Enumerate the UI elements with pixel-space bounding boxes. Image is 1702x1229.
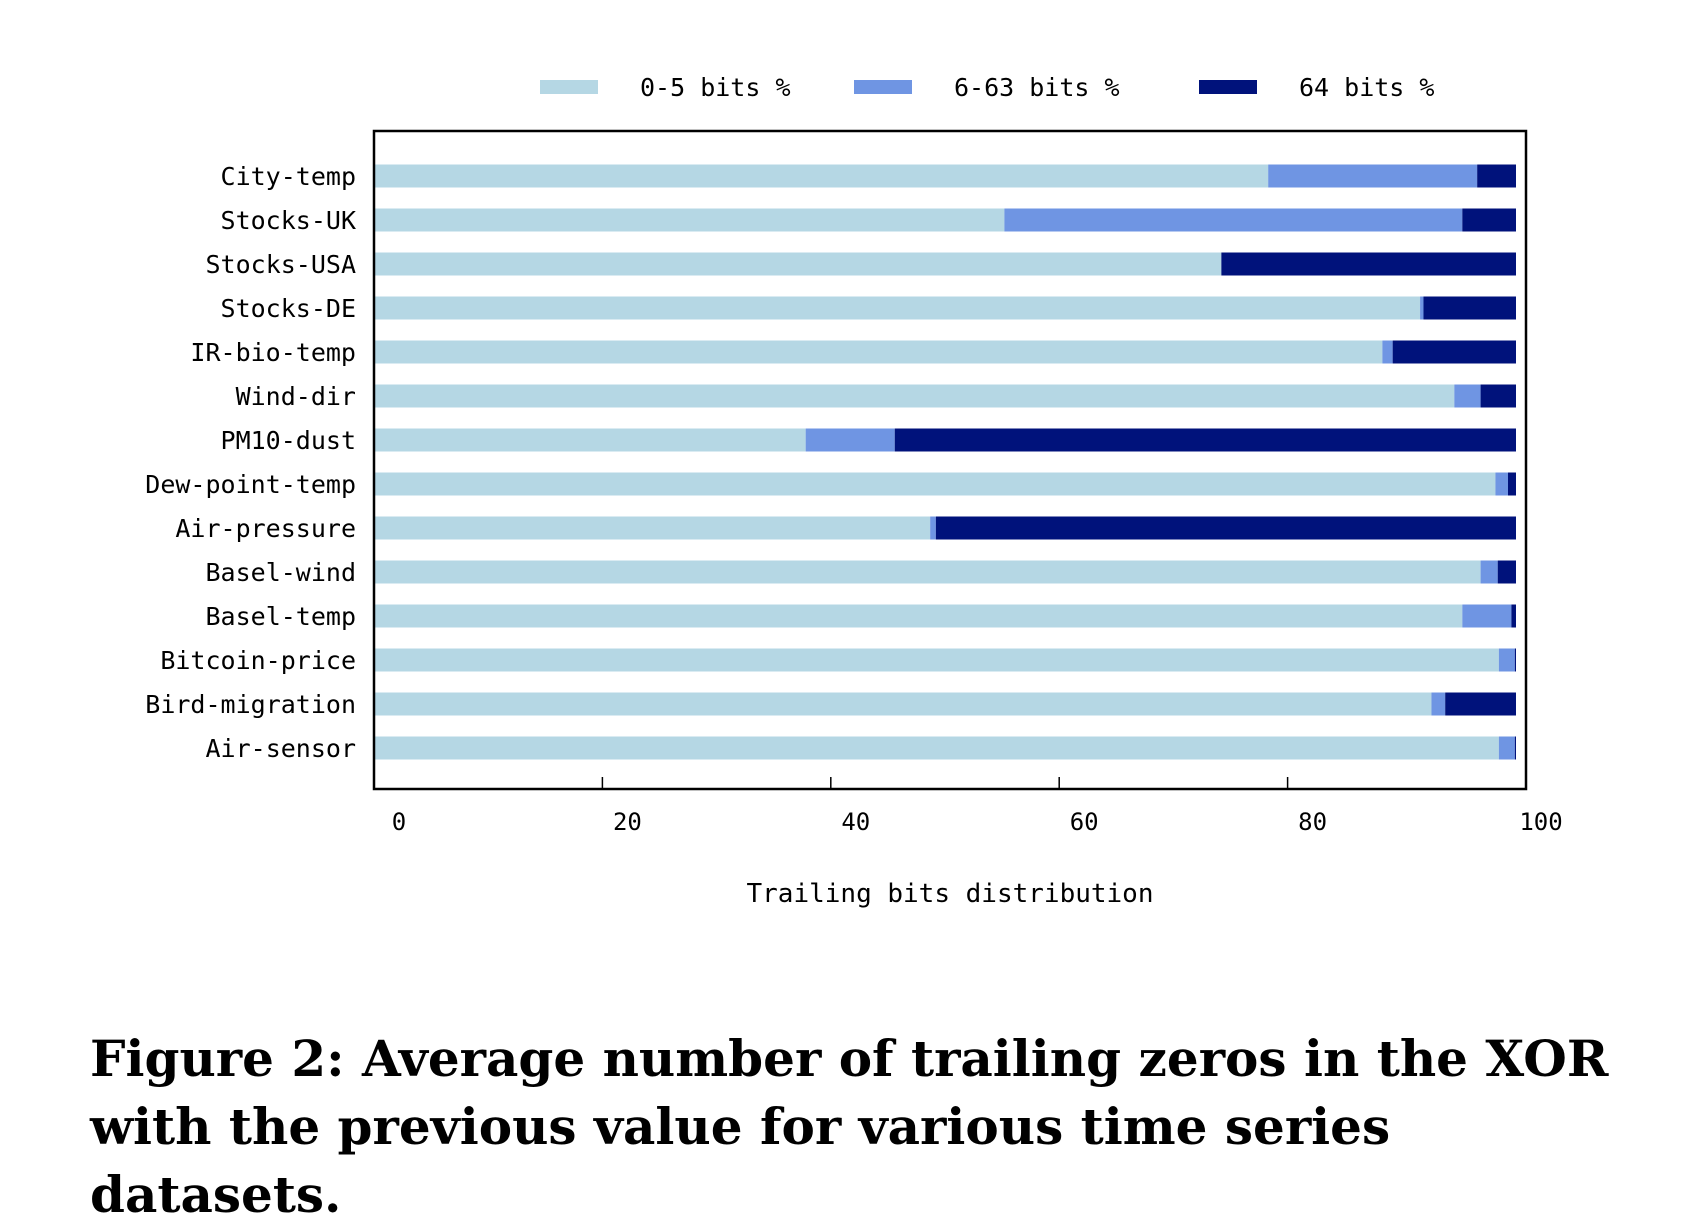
stacked-bar-chart: 0-5 bits % 6-63 bits % 64 bits % City-temp… xyxy=(145,73,1563,909)
bar-segment-2 xyxy=(1431,692,1446,716)
y-tick-label: Air-sensor xyxy=(205,734,356,763)
bar-segment-2 xyxy=(1480,560,1498,584)
y-tick-label: Bitcoin-price xyxy=(160,646,356,675)
bar-segment-2 xyxy=(1382,340,1393,364)
bar-segment-1 xyxy=(374,472,1496,496)
x-axis: 0 20 40 60 80 100 xyxy=(392,777,1563,836)
bar-segment-2 xyxy=(930,516,936,540)
bar-segment-3 xyxy=(1497,560,1516,584)
legend-swatch xyxy=(540,80,598,94)
legend-label: 0-5 bits % xyxy=(640,73,791,102)
bar-segment-1 xyxy=(374,604,1463,628)
bar-segment-3 xyxy=(1514,648,1516,672)
bar-segment-1 xyxy=(374,736,1499,760)
bar-segment-1 xyxy=(374,648,1499,672)
bar-segment-1 xyxy=(374,252,1222,276)
x-axis-label: Trailing bits distribution xyxy=(747,879,1154,909)
x-tick-label: 0 xyxy=(392,808,406,836)
bar-segment-1 xyxy=(374,296,1421,320)
y-tick-label: Stocks-UK xyxy=(221,206,356,235)
bar-segment-3 xyxy=(894,428,1516,452)
bar-segment-3 xyxy=(1423,296,1516,320)
bar-segment-3 xyxy=(1462,208,1516,232)
bar-segment-3 xyxy=(1514,736,1516,760)
y-tick-label: Stocks-DE xyxy=(221,294,356,323)
bar-segment-1 xyxy=(374,340,1383,364)
x-tick-label: 60 xyxy=(1070,808,1099,836)
bar-segment-2 xyxy=(805,428,895,452)
x-tick-label: 100 xyxy=(1519,808,1562,836)
bar-segment-3 xyxy=(1445,692,1516,716)
y-tick-label: IR-bio-temp xyxy=(190,338,356,367)
bar-segment-2 xyxy=(1454,384,1481,408)
legend-label: 6-63 bits % xyxy=(954,73,1120,102)
bar-segment-3 xyxy=(935,516,1516,540)
y-tick-label: Basel-temp xyxy=(205,602,356,631)
y-tick-label: Air-pressure xyxy=(175,514,356,543)
bar-segment-1 xyxy=(374,384,1455,408)
y-tick-label: Stocks-USA xyxy=(205,250,356,279)
bar-segment-3 xyxy=(1508,472,1516,496)
bar-segment-1 xyxy=(374,208,1005,232)
bar-segment-2 xyxy=(1004,208,1463,232)
bar-segment-3 xyxy=(1392,340,1516,364)
bar-segment-2 xyxy=(1420,296,1424,320)
legend-label: 64 bits % xyxy=(1299,73,1434,102)
bar-segment-1 xyxy=(374,560,1481,584)
x-tick-label: 20 xyxy=(613,808,642,836)
bar-segment-1 xyxy=(374,516,931,540)
bar-segment-2 xyxy=(1498,736,1515,760)
bar-segment-2 xyxy=(1462,604,1512,628)
legend-swatch xyxy=(1199,80,1257,94)
bar-segment-3 xyxy=(1511,604,1516,628)
x-tick-label: 80 xyxy=(1298,808,1327,836)
bars xyxy=(374,164,1516,760)
bar-segment-2 xyxy=(1498,648,1515,672)
bar-segment-2 xyxy=(1495,472,1509,496)
bar-segment-1 xyxy=(374,692,1432,716)
y-tick-label: City-temp xyxy=(221,162,356,191)
y-tick-label: Wind-dir xyxy=(236,382,356,411)
bar-segment-3 xyxy=(1480,384,1516,408)
y-tick-label: Dew-point-temp xyxy=(145,470,356,499)
bar-segment-1 xyxy=(374,428,806,452)
legend: 0-5 bits % 6-63 bits % 64 bits % xyxy=(540,73,1434,102)
bar-segment-3 xyxy=(1221,252,1516,276)
bar-segment-1 xyxy=(374,164,1269,188)
y-tick-label: PM10-dust xyxy=(221,426,356,455)
x-tick-label: 40 xyxy=(841,808,870,836)
y-axis-labels: City-temp Stocks-UK Stocks-USA Stocks-DE IR-… xyxy=(145,162,356,763)
legend-swatch xyxy=(854,80,912,94)
y-tick-label: Bird-migration xyxy=(145,690,356,719)
y-tick-label: Basel-wind xyxy=(205,558,356,587)
bar-segment-2 xyxy=(1268,164,1478,188)
figure-caption: Figure 2: Average number of trailing zer… xyxy=(90,1029,1609,1224)
bar-segment-3 xyxy=(1477,164,1516,188)
plot-frame xyxy=(372,129,1528,791)
